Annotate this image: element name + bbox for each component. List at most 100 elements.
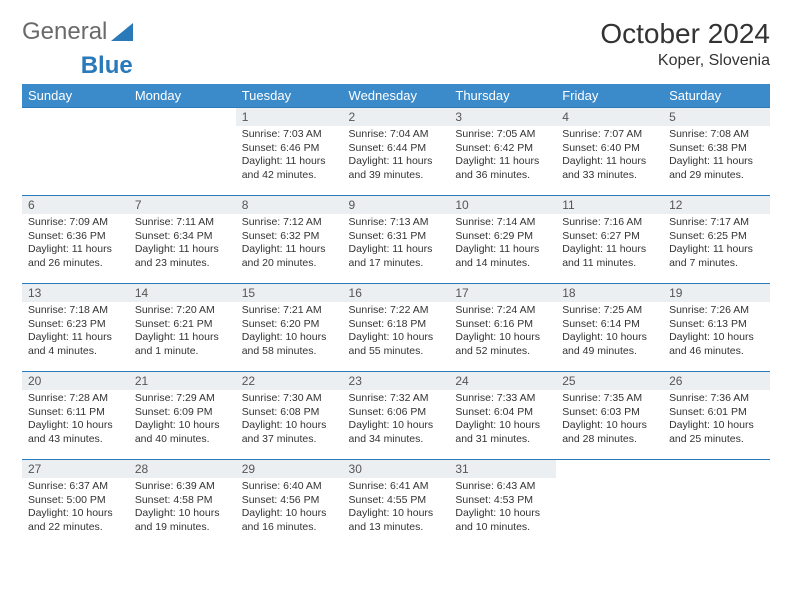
- weekday-header: Sunday: [22, 84, 129, 108]
- sunset-text: Sunset: 6:08 PM: [242, 406, 337, 420]
- daylight-text: Daylight: 11 hours and 4 minutes.: [28, 331, 123, 358]
- daylight-text: Daylight: 10 hours and 10 minutes.: [455, 507, 550, 534]
- sunrise-text: Sunrise: 7:21 AM: [242, 304, 337, 318]
- sunset-text: Sunset: 6:03 PM: [562, 406, 657, 420]
- day-details: Sunrise: 7:25 AMSunset: 6:14 PMDaylight:…: [556, 302, 663, 363]
- day-details: Sunrise: 7:29 AMSunset: 6:09 PMDaylight:…: [129, 390, 236, 451]
- weekday-header: Friday: [556, 84, 663, 108]
- sunrise-text: Sunrise: 6:43 AM: [455, 480, 550, 494]
- daylight-text: Daylight: 10 hours and 37 minutes.: [242, 419, 337, 446]
- sunset-text: Sunset: 6:46 PM: [242, 142, 337, 156]
- calendar-day-cell: 17Sunrise: 7:24 AMSunset: 6:16 PMDayligh…: [449, 284, 556, 372]
- day-details: Sunrise: 7:30 AMSunset: 6:08 PMDaylight:…: [236, 390, 343, 451]
- sunset-text: Sunset: 6:34 PM: [135, 230, 230, 244]
- daylight-text: Daylight: 10 hours and 22 minutes.: [28, 507, 123, 534]
- sunrise-text: Sunrise: 7:07 AM: [562, 128, 657, 142]
- sunset-text: Sunset: 6:09 PM: [135, 406, 230, 420]
- weekday-header: Thursday: [449, 84, 556, 108]
- calendar-week-row: 27Sunrise: 6:37 AMSunset: 5:00 PMDayligh…: [22, 460, 770, 548]
- day-number: 26: [663, 372, 770, 390]
- sunset-text: Sunset: 6:14 PM: [562, 318, 657, 332]
- day-details: Sunrise: 7:13 AMSunset: 6:31 PMDaylight:…: [343, 214, 450, 275]
- calendar-day-cell: [129, 108, 236, 196]
- daylight-text: Daylight: 11 hours and 1 minute.: [135, 331, 230, 358]
- day-details: Sunrise: 7:05 AMSunset: 6:42 PMDaylight:…: [449, 126, 556, 187]
- day-number: 16: [343, 284, 450, 302]
- day-details: Sunrise: 6:41 AMSunset: 4:55 PMDaylight:…: [343, 478, 450, 539]
- day-number: 30: [343, 460, 450, 478]
- day-details: Sunrise: 7:11 AMSunset: 6:34 PMDaylight:…: [129, 214, 236, 275]
- sunrise-text: Sunrise: 7:09 AM: [28, 216, 123, 230]
- sunset-text: Sunset: 4:58 PM: [135, 494, 230, 508]
- day-number: 4: [556, 108, 663, 126]
- sunrise-text: Sunrise: 7:20 AM: [135, 304, 230, 318]
- sunset-text: Sunset: 6:20 PM: [242, 318, 337, 332]
- daylight-text: Daylight: 11 hours and 23 minutes.: [135, 243, 230, 270]
- day-details: Sunrise: 7:36 AMSunset: 6:01 PMDaylight:…: [663, 390, 770, 451]
- calendar-table: SundayMondayTuesdayWednesdayThursdayFrid…: [22, 84, 770, 548]
- day-number: 6: [22, 196, 129, 214]
- day-number: 22: [236, 372, 343, 390]
- sunrise-text: Sunrise: 7:25 AM: [562, 304, 657, 318]
- daylight-text: Daylight: 10 hours and 46 minutes.: [669, 331, 764, 358]
- sunrise-text: Sunrise: 7:16 AM: [562, 216, 657, 230]
- calendar-day-cell: 8Sunrise: 7:12 AMSunset: 6:32 PMDaylight…: [236, 196, 343, 284]
- sunset-text: Sunset: 6:13 PM: [669, 318, 764, 332]
- calendar-day-cell: 12Sunrise: 7:17 AMSunset: 6:25 PMDayligh…: [663, 196, 770, 284]
- day-details: Sunrise: 7:22 AMSunset: 6:18 PMDaylight:…: [343, 302, 450, 363]
- day-number: 12: [663, 196, 770, 214]
- day-number: 21: [129, 372, 236, 390]
- calendar-day-cell: 22Sunrise: 7:30 AMSunset: 6:08 PMDayligh…: [236, 372, 343, 460]
- daylight-text: Daylight: 11 hours and 17 minutes.: [349, 243, 444, 270]
- daylight-text: Daylight: 10 hours and 55 minutes.: [349, 331, 444, 358]
- sunrise-text: Sunrise: 7:33 AM: [455, 392, 550, 406]
- weekday-header: Wednesday: [343, 84, 450, 108]
- sunset-text: Sunset: 4:53 PM: [455, 494, 550, 508]
- sunset-text: Sunset: 6:16 PM: [455, 318, 550, 332]
- day-details: Sunrise: 7:03 AMSunset: 6:46 PMDaylight:…: [236, 126, 343, 187]
- sunset-text: Sunset: 6:18 PM: [349, 318, 444, 332]
- sunset-text: Sunset: 6:31 PM: [349, 230, 444, 244]
- month-title: October 2024: [600, 18, 770, 50]
- calendar-day-cell: 16Sunrise: 7:22 AMSunset: 6:18 PMDayligh…: [343, 284, 450, 372]
- sunset-text: Sunset: 6:11 PM: [28, 406, 123, 420]
- calendar-day-cell: [556, 460, 663, 548]
- calendar-day-cell: 14Sunrise: 7:20 AMSunset: 6:21 PMDayligh…: [129, 284, 236, 372]
- calendar-day-cell: 9Sunrise: 7:13 AMSunset: 6:31 PMDaylight…: [343, 196, 450, 284]
- daylight-text: Daylight: 11 hours and 20 minutes.: [242, 243, 337, 270]
- sunset-text: Sunset: 6:06 PM: [349, 406, 444, 420]
- sunset-text: Sunset: 6:38 PM: [669, 142, 764, 156]
- sunrise-text: Sunrise: 6:39 AM: [135, 480, 230, 494]
- sunset-text: Sunset: 6:23 PM: [28, 318, 123, 332]
- calendar-day-cell: 2Sunrise: 7:04 AMSunset: 6:44 PMDaylight…: [343, 108, 450, 196]
- calendar-day-cell: 26Sunrise: 7:36 AMSunset: 6:01 PMDayligh…: [663, 372, 770, 460]
- sunrise-text: Sunrise: 7:36 AM: [669, 392, 764, 406]
- day-details: Sunrise: 7:24 AMSunset: 6:16 PMDaylight:…: [449, 302, 556, 363]
- sunrise-text: Sunrise: 7:18 AM: [28, 304, 123, 318]
- calendar-day-cell: 6Sunrise: 7:09 AMSunset: 6:36 PMDaylight…: [22, 196, 129, 284]
- calendar-day-cell: 31Sunrise: 6:43 AMSunset: 4:53 PMDayligh…: [449, 460, 556, 548]
- day-details: Sunrise: 7:32 AMSunset: 6:06 PMDaylight:…: [343, 390, 450, 451]
- day-details: Sunrise: 7:08 AMSunset: 6:38 PMDaylight:…: [663, 126, 770, 187]
- daylight-text: Daylight: 10 hours and 25 minutes.: [669, 419, 764, 446]
- sunrise-text: Sunrise: 7:08 AM: [669, 128, 764, 142]
- calendar-day-cell: 30Sunrise: 6:41 AMSunset: 4:55 PMDayligh…: [343, 460, 450, 548]
- day-number: 2: [343, 108, 450, 126]
- calendar-day-cell: [22, 108, 129, 196]
- sunrise-text: Sunrise: 7:30 AM: [242, 392, 337, 406]
- daylight-text: Daylight: 10 hours and 58 minutes.: [242, 331, 337, 358]
- sunrise-text: Sunrise: 7:17 AM: [669, 216, 764, 230]
- calendar-day-cell: 23Sunrise: 7:32 AMSunset: 6:06 PMDayligh…: [343, 372, 450, 460]
- day-number: 15: [236, 284, 343, 302]
- calendar-day-cell: 10Sunrise: 7:14 AMSunset: 6:29 PMDayligh…: [449, 196, 556, 284]
- day-number: 14: [129, 284, 236, 302]
- calendar-day-cell: 4Sunrise: 7:07 AMSunset: 6:40 PMDaylight…: [556, 108, 663, 196]
- day-number: 24: [449, 372, 556, 390]
- sunrise-text: Sunrise: 7:03 AM: [242, 128, 337, 142]
- calendar-body: 1Sunrise: 7:03 AMSunset: 6:46 PMDaylight…: [22, 108, 770, 548]
- day-number: 10: [449, 196, 556, 214]
- day-number: 9: [343, 196, 450, 214]
- daylight-text: Daylight: 11 hours and 42 minutes.: [242, 155, 337, 182]
- day-details: Sunrise: 7:17 AMSunset: 6:25 PMDaylight:…: [663, 214, 770, 275]
- day-details: Sunrise: 7:26 AMSunset: 6:13 PMDaylight:…: [663, 302, 770, 363]
